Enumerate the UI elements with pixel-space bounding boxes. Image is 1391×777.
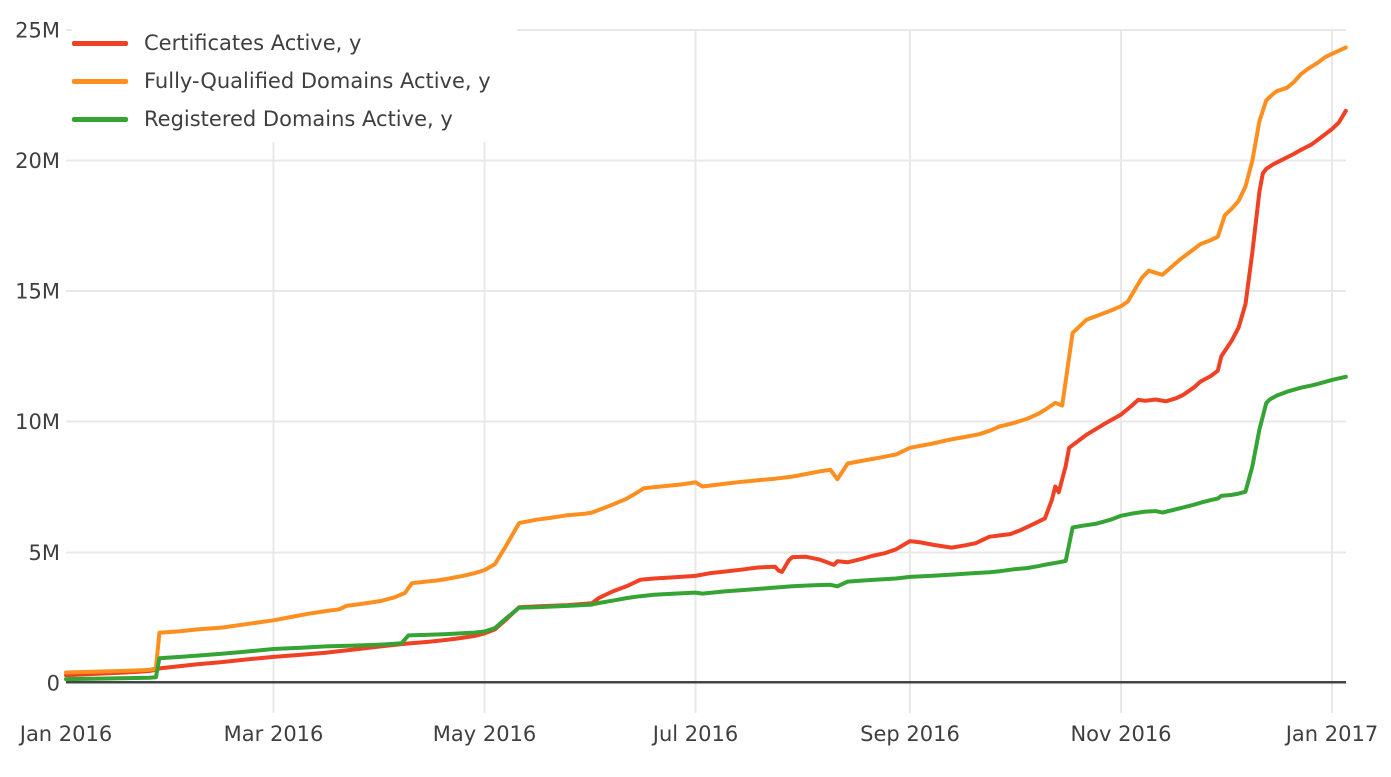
y-tick-label-15M: 15M [15,280,60,304]
x-tick-label-mar-2016: Mar 2016 [224,722,324,746]
y-tick-label-5M: 5M [29,541,60,565]
x-tick-label-sep-2016: Sep 2016 [860,722,960,746]
legend-item-fully-qualified-domains-active[interactable]: Fully-Qualified Domains Active, y [72,62,491,100]
x-tick-label-jan-2016: Jan 2016 [18,722,113,746]
series-line-certificates-active-y [64,108,1348,678]
legend-item-registered-domains-active[interactable]: Registered Domains Active, y [72,100,491,138]
legend-label: Fully-Qualified Domains Active, y [144,69,491,93]
series-line-registered-domains-active-y [64,374,1348,682]
legend-swatch-certificates-active [72,40,128,46]
series-line-fully-qualified-domains-active-y [64,45,1348,675]
x-tick-label-may-2016: May 2016 [433,722,537,746]
legend-label: Certificates Active, y [144,31,362,55]
legend: Certificates Active, y Fully-Qualified D… [72,22,517,142]
y-tick-label-0: 0 [47,672,60,696]
legend-item-certificates-active[interactable]: Certificates Active, y [72,24,491,62]
x-tick-label-jan-2017: Jan 2017 [1284,722,1379,746]
y-tick-label-10M: 10M [15,410,60,434]
legend-swatch-registered-domains-active [72,116,128,122]
legend-swatch-fully-qualified-domains-active [72,78,128,84]
y-tick-label-20M: 20M [15,149,60,173]
x-tick-label-jul-2016: Jul 2016 [651,722,738,746]
legend-label: Registered Domains Active, y [144,107,453,131]
y-tick-label-25M: 25M [15,18,60,42]
x-tick-label-nov-2016: Nov 2016 [1070,722,1171,746]
